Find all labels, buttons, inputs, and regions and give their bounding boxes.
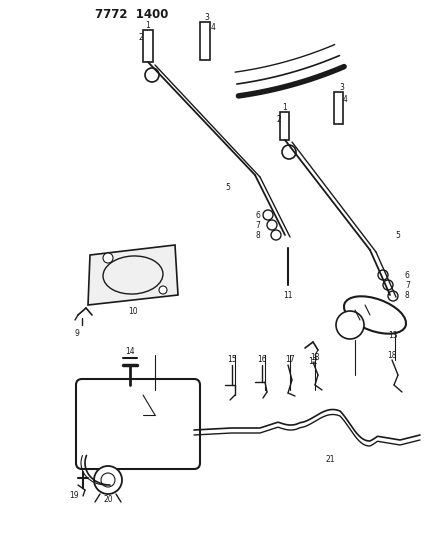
FancyBboxPatch shape bbox=[334, 92, 343, 124]
Circle shape bbox=[271, 230, 281, 240]
Circle shape bbox=[378, 270, 388, 280]
Circle shape bbox=[388, 291, 398, 301]
Text: 1: 1 bbox=[282, 102, 287, 111]
Text: 19: 19 bbox=[69, 491, 79, 500]
Ellipse shape bbox=[344, 296, 406, 334]
Text: 4: 4 bbox=[211, 23, 215, 33]
Circle shape bbox=[101, 473, 115, 487]
FancyBboxPatch shape bbox=[143, 30, 153, 62]
Ellipse shape bbox=[336, 311, 364, 339]
Circle shape bbox=[263, 210, 273, 220]
Text: 14: 14 bbox=[125, 348, 135, 357]
FancyBboxPatch shape bbox=[280, 112, 289, 140]
Text: 2: 2 bbox=[139, 33, 143, 42]
Text: 15: 15 bbox=[227, 356, 237, 365]
Text: 2: 2 bbox=[276, 116, 281, 125]
Circle shape bbox=[267, 220, 277, 230]
Text: 18: 18 bbox=[387, 351, 397, 359]
Text: 5: 5 bbox=[226, 183, 230, 192]
Ellipse shape bbox=[103, 256, 163, 294]
Text: 10: 10 bbox=[128, 308, 138, 317]
Text: 9: 9 bbox=[74, 328, 80, 337]
Text: 7: 7 bbox=[256, 221, 260, 230]
Text: 21: 21 bbox=[325, 456, 335, 464]
Text: 8: 8 bbox=[256, 230, 260, 239]
Circle shape bbox=[282, 145, 296, 159]
Text: 1: 1 bbox=[146, 20, 150, 29]
FancyBboxPatch shape bbox=[200, 22, 210, 60]
Text: 11: 11 bbox=[283, 290, 293, 300]
Text: 5: 5 bbox=[395, 230, 400, 239]
Circle shape bbox=[383, 280, 393, 290]
Text: 4: 4 bbox=[342, 95, 348, 104]
Text: 7772  1400: 7772 1400 bbox=[95, 7, 168, 20]
Text: 6: 6 bbox=[405, 271, 410, 279]
Text: 7: 7 bbox=[405, 280, 410, 289]
Polygon shape bbox=[88, 245, 178, 305]
Text: 16: 16 bbox=[257, 356, 267, 365]
Text: 18: 18 bbox=[310, 353, 320, 362]
Text: 3: 3 bbox=[205, 12, 209, 21]
Text: 13: 13 bbox=[388, 330, 398, 340]
Text: 3: 3 bbox=[339, 83, 345, 92]
Circle shape bbox=[159, 286, 167, 294]
Circle shape bbox=[103, 253, 113, 263]
Circle shape bbox=[94, 466, 122, 494]
Text: 20: 20 bbox=[103, 496, 113, 505]
FancyBboxPatch shape bbox=[76, 379, 200, 469]
Circle shape bbox=[145, 68, 159, 82]
Text: 12: 12 bbox=[308, 358, 318, 367]
Text: 17: 17 bbox=[285, 356, 295, 365]
Text: 8: 8 bbox=[405, 292, 410, 301]
Text: 6: 6 bbox=[256, 211, 260, 220]
